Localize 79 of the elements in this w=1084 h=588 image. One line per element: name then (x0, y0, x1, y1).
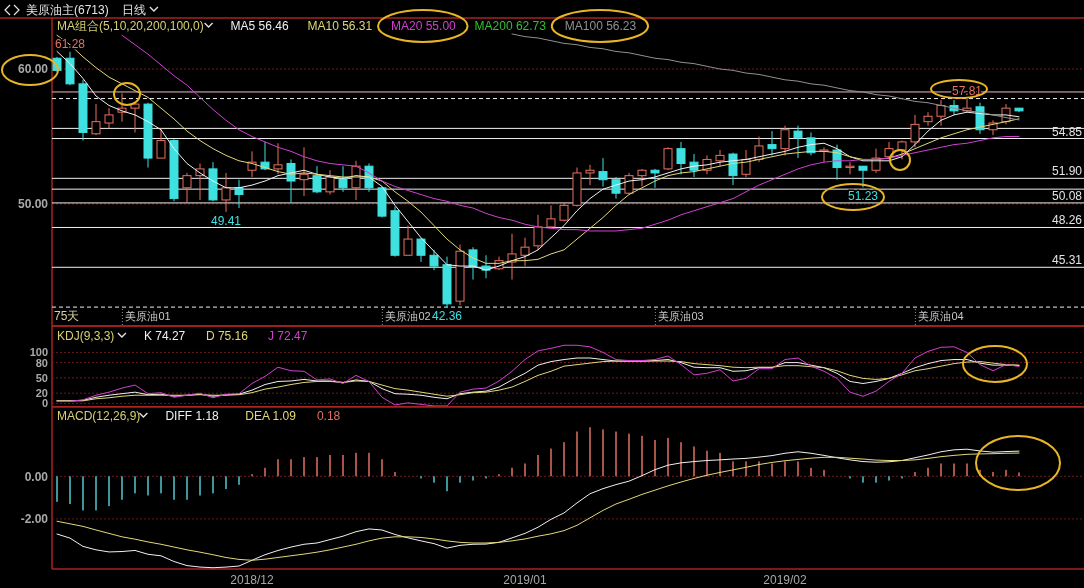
x-tick-label: 2018/12 (230, 573, 275, 587)
annotation: 51.23 (847, 189, 879, 204)
candlestick (936, 99, 946, 127)
candlestick (403, 225, 413, 256)
candlestick (598, 157, 608, 187)
annotation: 57.81 (951, 83, 983, 98)
legend-title: KDJ(9,3,3) (57, 329, 115, 343)
y-tick-label: 50 (35, 371, 48, 384)
candlestick (767, 130, 777, 156)
annotation: 42.36 (431, 309, 463, 324)
annotation: 49.41 (210, 213, 242, 228)
chart-subtitle: 日线 (121, 3, 146, 17)
candlestick (858, 165, 868, 188)
annotation: 75天 (54, 309, 80, 323)
text: MA20 55.00 (391, 19, 457, 33)
candlestick (507, 233, 517, 281)
candlestick (559, 202, 569, 223)
series-label: MA100 56.23 (564, 19, 637, 33)
text: MA10 56.31 (307, 19, 373, 33)
x-tick-label: 美原油03 (658, 310, 704, 322)
text: J 72.47 (267, 329, 308, 343)
legend-label: DIFF 1.18 (165, 409, 220, 423)
chart-title: 美原油主(6713) (26, 3, 109, 17)
candlestick (637, 168, 647, 187)
candlestick (429, 249, 439, 271)
legend-label: K 74.27 (143, 329, 186, 343)
legend-title: MA组合(5,10,20,200,100,0) (57, 19, 204, 33)
candlestick (234, 179, 244, 209)
y-tick-label: 20 (35, 387, 48, 400)
line-series (511, 33, 1020, 121)
candlestick (845, 161, 855, 175)
x-tick-label: 美原油01 (125, 310, 171, 322)
candlestick (416, 237, 426, 263)
candlestick (533, 214, 543, 251)
text: DEA 1.09 (245, 409, 297, 423)
ref-line-label: 54.85 (1051, 124, 1083, 139)
candlestick (520, 237, 530, 267)
candlestick (91, 103, 101, 136)
y-tick-label: 50.00 (17, 197, 49, 212)
candlestick (286, 158, 296, 204)
candlestick (715, 149, 725, 167)
line-series (56, 344, 1020, 407)
y-tick-label: 100 (29, 346, 48, 359)
candlestick (338, 165, 348, 193)
y-tick-label: 80 (35, 356, 48, 369)
x-tick-label: 2019/02 (763, 573, 808, 587)
text: D 75.16 (205, 329, 249, 343)
candlestick (182, 172, 192, 204)
candlestick (650, 168, 660, 189)
ref-line-label: 45.31 (1051, 253, 1083, 268)
legend-label: MA200 62.73 (474, 19, 547, 33)
legend-title: MACD(12,26,9) (57, 409, 141, 423)
ref-line-label: 50.08 (1051, 188, 1083, 203)
candlestick (130, 102, 140, 133)
y-tick-label: 0 (41, 397, 48, 410)
y-tick-label: 0.00 (24, 469, 49, 484)
candlestick (104, 107, 114, 129)
y-tick-label: 60.00 (17, 62, 49, 77)
candlestick (247, 150, 257, 178)
text: 0.18 (316, 409, 341, 423)
candlestick (325, 169, 335, 196)
candlestick (793, 125, 803, 159)
ref-line-label: 51.90 (1051, 164, 1083, 179)
candlestick (221, 172, 231, 213)
candlestick (676, 141, 686, 175)
ref-line-label: 48.26 (1051, 213, 1083, 228)
candlestick (780, 125, 790, 156)
candlestick (923, 111, 933, 127)
legend-label: MA5 56.46 (230, 19, 289, 33)
x-tick-label: 美原油02 (385, 310, 431, 322)
y-tick-label: -2.00 (20, 512, 49, 527)
candlestick (273, 142, 283, 175)
candlestick (910, 114, 920, 148)
candlestick (585, 164, 595, 186)
candlestick (299, 146, 309, 197)
x-tick-label: 美原油04 (918, 310, 964, 322)
candlestick (156, 127, 166, 159)
candlestick (312, 165, 322, 194)
x-tick-label: 2019/01 (503, 573, 548, 587)
